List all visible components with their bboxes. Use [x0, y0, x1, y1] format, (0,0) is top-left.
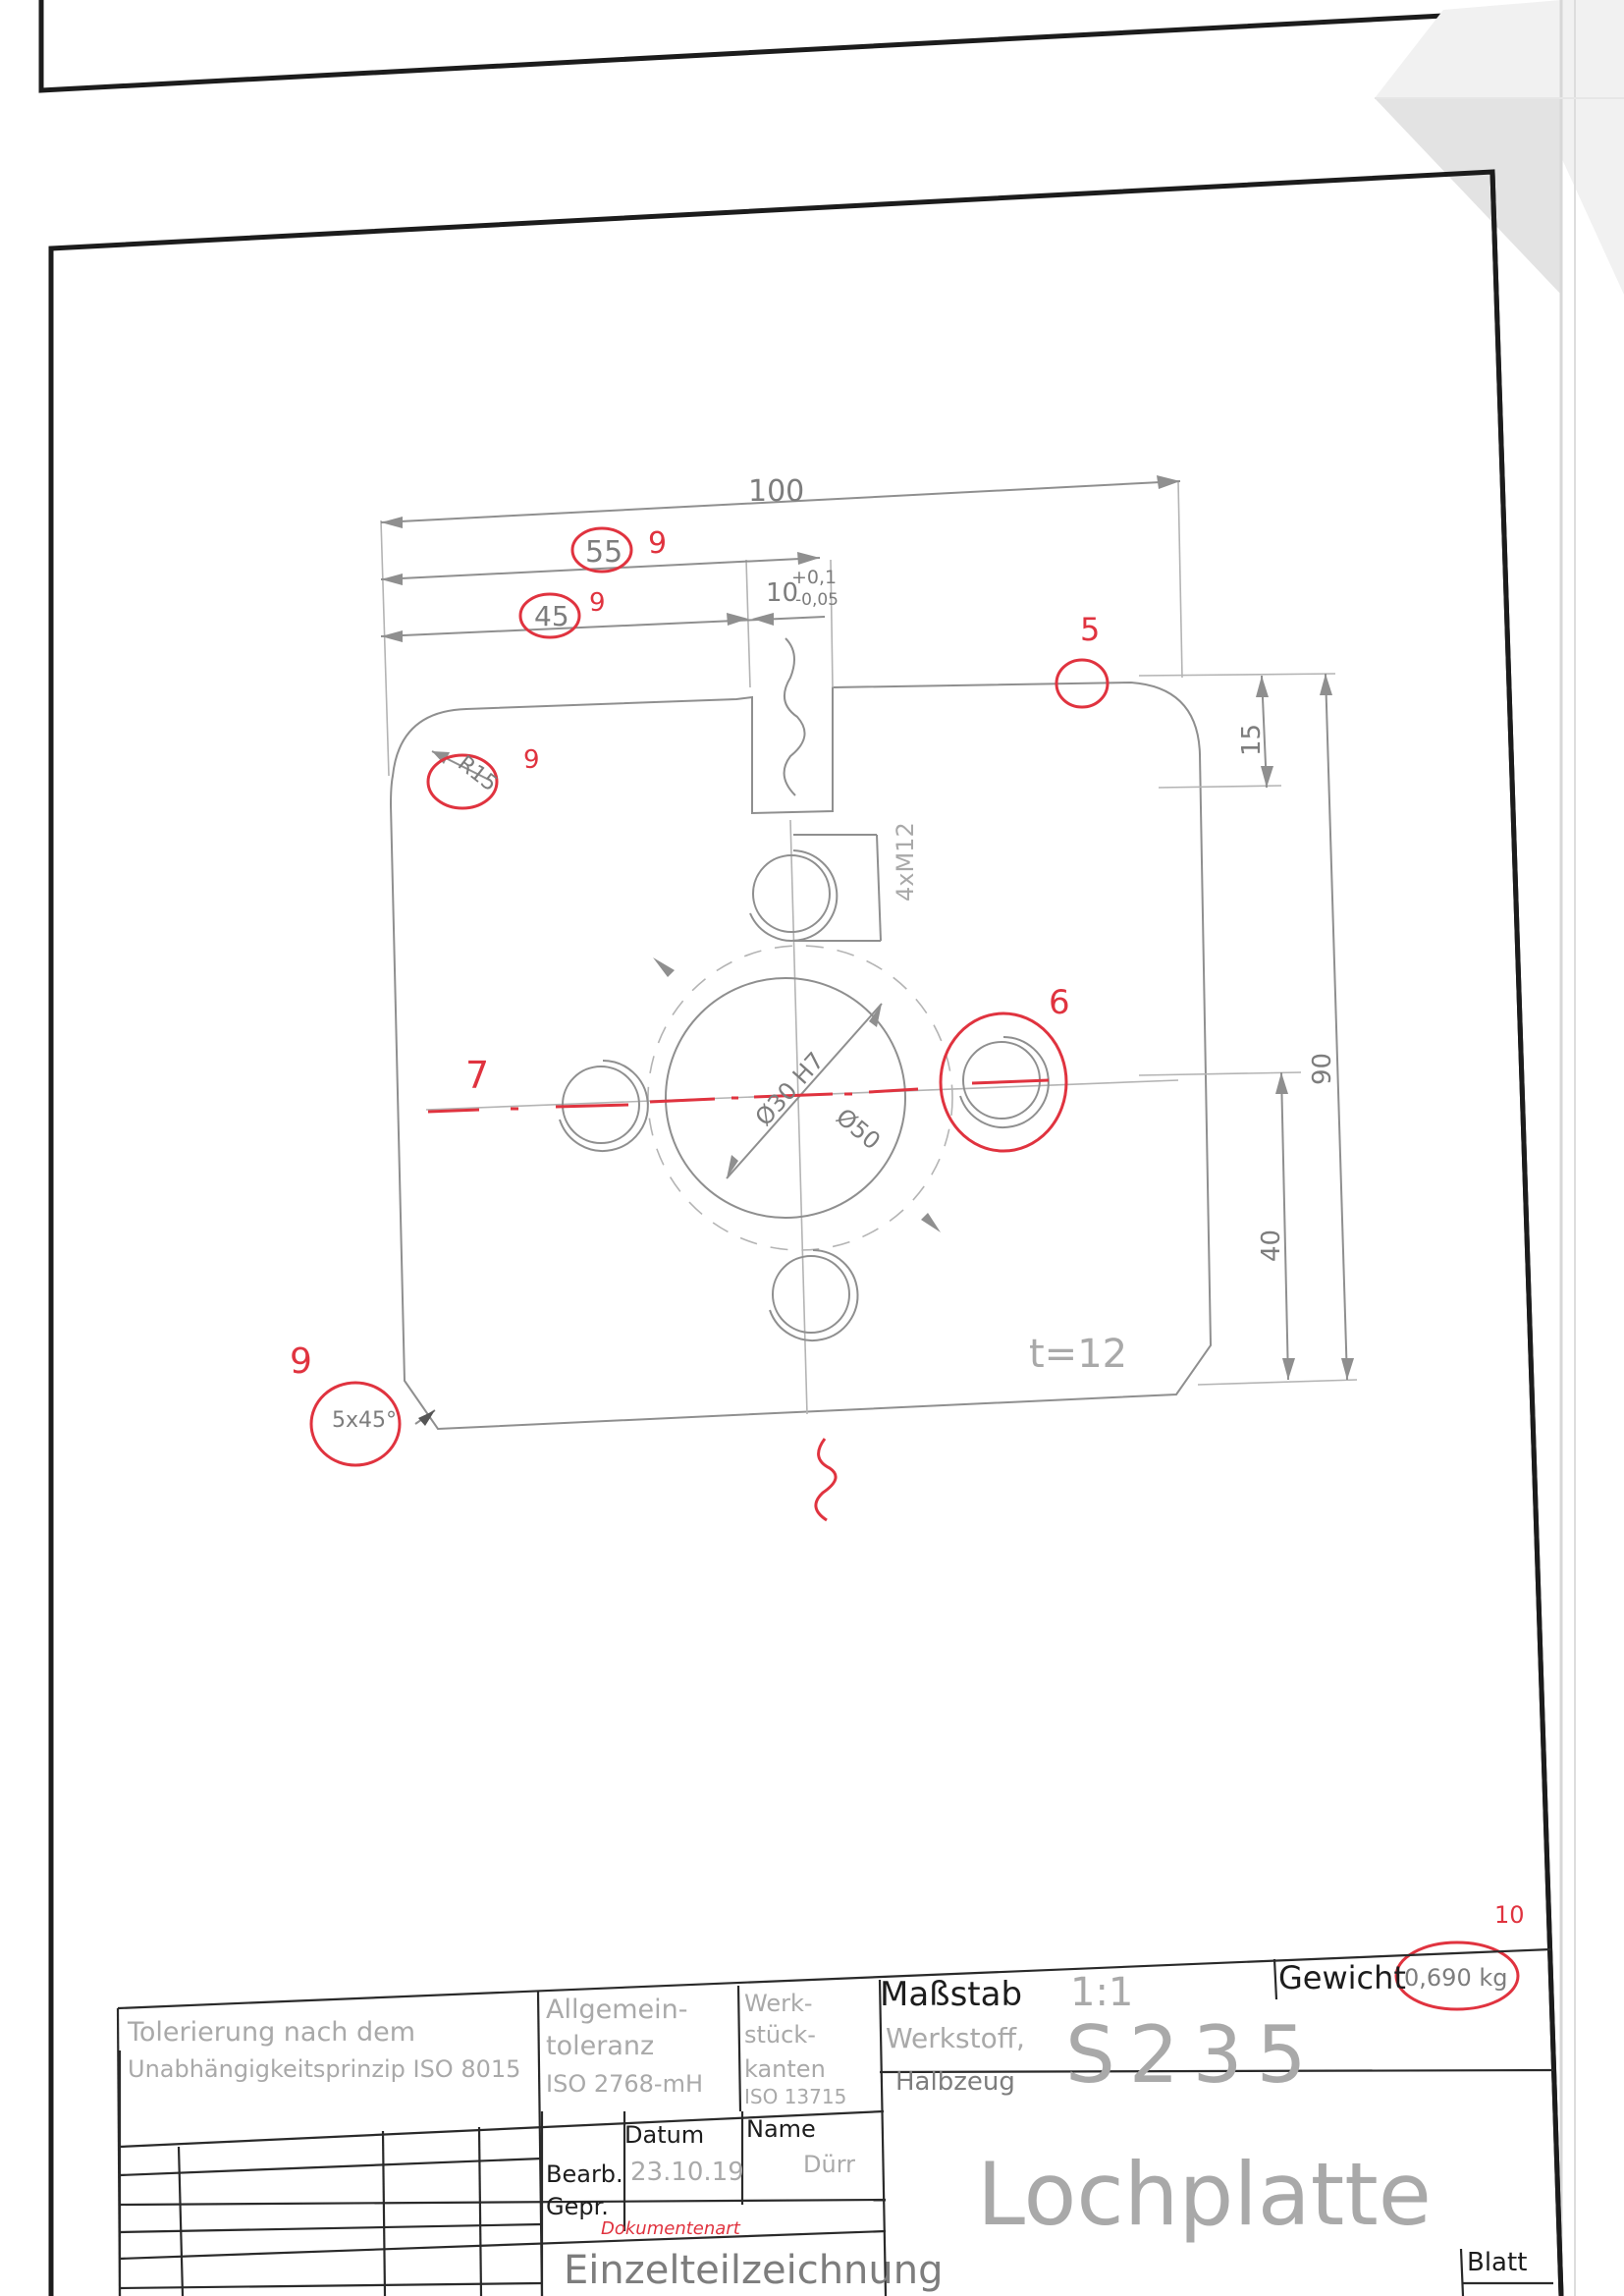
marking-9-d: 9 [290, 1341, 312, 1382]
dim-55: 55 [585, 535, 623, 570]
red-marking-numbers: 9 9 9 9 5 6 7 10 [290, 526, 1525, 1929]
marking-9-a: 9 [648, 526, 667, 561]
mark-circle-45 [518, 592, 581, 639]
row-bearb: Bearb. [546, 2160, 623, 2188]
dimension-texts: 100 55 45 10 +0,1 -0,05 15 90 40 R15 5x4… [332, 474, 1337, 1433]
thickness-note: t=12 [1029, 1332, 1127, 1377]
dim-width: 100 [748, 474, 804, 509]
material-label-2: Halbzeug [895, 2067, 1015, 2097]
dim-height: 90 [1308, 1053, 1337, 1085]
mark-circle-r15 [426, 753, 499, 810]
doc-type-label: Dokumentenart [601, 2218, 741, 2239]
red-annotations [309, 526, 1520, 2011]
dim-slot-width: 10 [766, 578, 798, 608]
thread-hole-left [562, 1066, 640, 1144]
marking-5: 5 [1080, 611, 1100, 648]
general-tol-line-1: Allgemein- [546, 1995, 688, 2025]
section-break-lines [783, 637, 838, 1522]
thread-hole-top [752, 854, 831, 933]
weight-label: Gewicht [1278, 1959, 1406, 1996]
dim-hole-offset: 40 [1257, 1230, 1286, 1262]
thread-hole-bottom [772, 1255, 850, 1334]
marking-9-b: 9 [589, 588, 606, 618]
sheet-label: Blatt [1467, 2248, 1527, 2277]
mark-circle-55 [570, 526, 633, 574]
part-name: Lochplatte [977, 2144, 1432, 2245]
bore-outline-d50 [665, 977, 906, 1219]
dim-slot-tol-lower: -0,05 [795, 590, 839, 610]
general-tol-line-3: ISO 2768-mH [546, 2070, 703, 2098]
doc-type-value: Einzelteilzeichnung [564, 2248, 943, 2293]
dim-chamfer: 5x45° [332, 1408, 397, 1433]
edges-line-4: ISO 13715 [744, 2085, 846, 2108]
scale-value: 1:1 [1070, 1970, 1133, 2015]
mark-circle-5 [1055, 658, 1110, 709]
marking-7: 7 [465, 1054, 489, 1097]
dim-pitch-circle: Ø50 [831, 1103, 886, 1155]
material-label-1: Werkstoff, [886, 2022, 1025, 2054]
dim-45: 45 [534, 600, 569, 632]
marking-10: 10 [1494, 1901, 1525, 1929]
name-header: Name [746, 2115, 816, 2143]
drawing-frame [48, 169, 1564, 2296]
edges-line-3: kanten [744, 2055, 826, 2083]
top-frame-strip [38, 0, 1444, 93]
scale-label: Maßstab [880, 1975, 1022, 2014]
marking-6: 6 [1049, 983, 1070, 1022]
part-outline [380, 480, 1358, 1431]
title-block [116, 1947, 1554, 2296]
holes [559, 849, 1050, 1341]
folded-paper-corner [1375, 0, 1624, 2296]
row-gepr: Gepr. [546, 2193, 609, 2220]
date-header: Datum [624, 2121, 704, 2149]
dim-thread: 4xM12 [892, 822, 919, 902]
material-value: S235 [1065, 2009, 1320, 2101]
bearb-date: 23.10.19 [630, 2158, 744, 2187]
weight-value: 0,690 kg [1404, 1964, 1507, 1992]
edges-line-1: Werk- [744, 1990, 813, 2017]
bearb-name: Dürr [803, 2151, 855, 2178]
dim-slot-depth: 15 [1237, 724, 1267, 756]
tolerancing-line-2: Unabhängigkeitsprinzip ISO 8015 [128, 2055, 520, 2083]
general-tol-line-2: toleranz [546, 2031, 654, 2061]
title-block-texts: Tolerierung nach dem Unabhängigkeitsprin… [127, 1959, 1527, 2293]
dim-slot-tol-upper: +0,1 [791, 567, 837, 588]
mark-circle-chamfer [309, 1381, 402, 1467]
dim-bore: Ø30 H7 [750, 1047, 830, 1131]
edges-line-2: stück- [744, 2021, 816, 2049]
marking-9-c: 9 [523, 745, 540, 775]
mark-circle-weight [1394, 1941, 1520, 2011]
tolerancing-line-1: Tolerierung nach dem [127, 2017, 415, 2048]
dimension-lines [380, 475, 1354, 1426]
mark-circle-6 [939, 1011, 1068, 1153]
